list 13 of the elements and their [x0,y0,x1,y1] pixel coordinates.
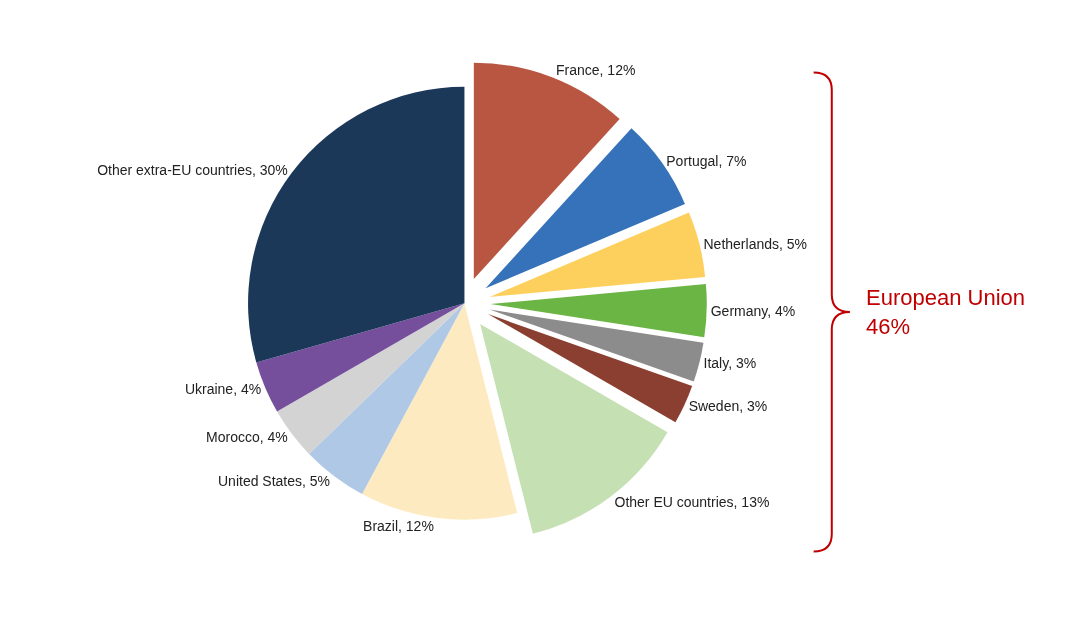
slice-label: Other EU countries, 13% [614,493,770,510]
slice-label: Ukraine, 4% [184,380,262,397]
slice-label: France, 12% [556,62,636,79]
slice-label: United States, 5% [217,473,331,490]
slice-label: Italy, 3% [703,354,757,371]
slice-label: Portugal, 7% [666,152,747,169]
slice-label: Other extra-EU countries, 30% [97,161,288,178]
slice-label: Netherlands, 5% [703,235,808,252]
slice-label: Morocco, 4% [206,428,288,445]
slice-label: Germany, 4% [710,302,796,319]
slice-label: Sweden, 3% [688,397,768,414]
text: European Union 46% [866,285,1026,339]
slice-label: Brazil, 12% [363,517,434,534]
